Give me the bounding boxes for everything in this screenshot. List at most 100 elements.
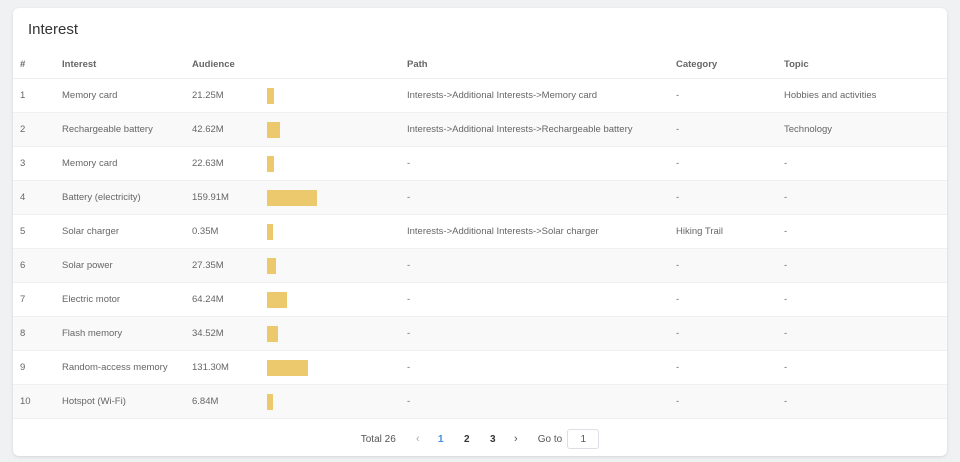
cell-category: - (676, 78, 784, 113)
col-header-path: Path (407, 50, 676, 79)
cell-audience-bar (267, 180, 407, 215)
table-row: 8 Flash memory 34.52M - - - (13, 316, 947, 351)
table-body: 1 Memory card 21.25M Interests->Additional … (13, 78, 947, 419)
cell-category: Hiking Trail (676, 214, 784, 249)
cell-topic: Hobbies and activities (784, 78, 947, 113)
page-button-3[interactable]: 3 (490, 433, 496, 445)
cell-path: Interests->Additional Interests->Memory … (407, 78, 676, 113)
cell-num: 6 (13, 248, 62, 283)
col-header-interest: Interest (62, 50, 192, 79)
cell-topic: - (784, 384, 947, 419)
cell-interest: Memory card (62, 78, 192, 113)
audience-bar (267, 393, 273, 410)
cell-audience: 131.30M (192, 350, 267, 385)
chevron-right-icon[interactable]: › (513, 433, 518, 445)
table-row: 6 Solar power 27.35M - - - (13, 248, 947, 283)
pagination-total: Total 26 (360, 433, 396, 445)
table-row: 10 Hotspot (Wi-Fi) 6.84M - - - (13, 384, 947, 419)
pagination: Total 26 ‹ 1 2 3 › Go to (13, 426, 947, 452)
cell-interest: Memory card (62, 146, 192, 181)
cell-audience: 6.84M (192, 384, 267, 419)
cell-category: - (676, 112, 784, 147)
cell-path: - (407, 180, 676, 215)
table-row: 5 Solar charger 0.35M Interests->Additional… (13, 214, 947, 249)
cell-path: - (407, 384, 676, 419)
cell-category: - (676, 248, 784, 283)
cell-topic: - (784, 214, 947, 249)
col-header-num: # (13, 50, 62, 79)
cell-interest: Solar charger (62, 214, 192, 249)
cell-num: 3 (13, 146, 62, 181)
cell-path: - (407, 248, 676, 283)
audience-bar (267, 121, 280, 138)
cell-path: - (407, 146, 676, 181)
cell-audience: 42.62M (192, 112, 267, 147)
cell-interest: Electric motor (62, 282, 192, 317)
cell-audience-bar (267, 146, 407, 181)
cell-path: - (407, 282, 676, 317)
cell-audience-bar (267, 350, 407, 385)
goto-group: Go to (537, 429, 600, 449)
table-row: 9 Random-access memory 131.30M - - - (13, 350, 947, 385)
cell-audience: 21.25M (192, 78, 267, 113)
cell-audience-bar (267, 384, 407, 419)
chevron-left-icon[interactable]: ‹ (415, 433, 420, 445)
cell-category: - (676, 180, 784, 215)
cell-num: 8 (13, 316, 62, 351)
cell-topic: - (784, 350, 947, 385)
cell-num: 7 (13, 282, 62, 317)
table-header-row: # Interest Audience Path Category Topic (13, 50, 947, 79)
audience-bar (267, 189, 317, 206)
cell-category: - (676, 350, 784, 385)
cell-path: - (407, 316, 676, 351)
cell-topic: - (784, 248, 947, 283)
audience-bar (267, 87, 274, 104)
cell-audience: 34.52M (192, 316, 267, 351)
cell-category: - (676, 146, 784, 181)
interest-table: # Interest Audience Path Category Topic … (13, 50, 947, 419)
cell-interest: Solar power (62, 248, 192, 283)
cell-audience-bar (267, 248, 407, 283)
cell-path: Interests->Additional Interests->Recharg… (407, 112, 676, 147)
audience-bar (267, 155, 274, 172)
cell-path: Interests->Additional Interests->Solar c… (407, 214, 676, 249)
cell-audience: 22.63M (192, 146, 267, 181)
cell-num: 2 (13, 112, 62, 147)
cell-audience-bar (267, 214, 407, 249)
col-header-topic: Topic (784, 50, 947, 79)
audience-bar (267, 291, 287, 308)
cell-audience-bar (267, 316, 407, 351)
cell-audience: 64.24M (192, 282, 267, 317)
cell-num: 1 (13, 78, 62, 113)
cell-num: 4 (13, 180, 62, 215)
table-row: 3 Memory card 22.63M - - - (13, 146, 947, 181)
col-header-category: Category (676, 50, 784, 79)
goto-page-input[interactable] (567, 429, 600, 449)
card-title: Interest (28, 21, 79, 38)
cell-category: - (676, 282, 784, 317)
page-button-2[interactable]: 2 (464, 433, 470, 445)
cell-category: - (676, 384, 784, 419)
cell-path: - (407, 350, 676, 385)
table-row: 2 Rechargeable battery 42.62M Interests->Ad… (13, 112, 947, 147)
cell-interest: Random-access memory (62, 350, 192, 385)
page-button-1[interactable]: 1 (438, 433, 444, 445)
cell-interest: Hotspot (Wi-Fi) (62, 384, 192, 419)
audience-bar (267, 223, 273, 240)
cell-audience-bar (267, 78, 407, 113)
cell-interest: Rechargeable battery (62, 112, 192, 147)
cell-interest: Battery (electricity) (62, 180, 192, 215)
cell-topic: - (784, 146, 947, 181)
col-header-audience: Audience (192, 50, 267, 79)
cell-audience: 0.35M (192, 214, 267, 249)
cell-audience-bar (267, 112, 407, 147)
goto-label: Go to (537, 433, 563, 445)
table-row: 7 Electric motor 64.24M - - - (13, 282, 947, 317)
col-header-audience-bar (267, 50, 407, 79)
cell-num: 5 (13, 214, 62, 249)
cell-audience: 27.35M (192, 248, 267, 283)
cell-num: 9 (13, 350, 62, 385)
interest-card: Interest # Interest Audience Path Catego… (13, 8, 947, 456)
audience-bar (267, 257, 276, 274)
cell-topic: Technology (784, 112, 947, 147)
